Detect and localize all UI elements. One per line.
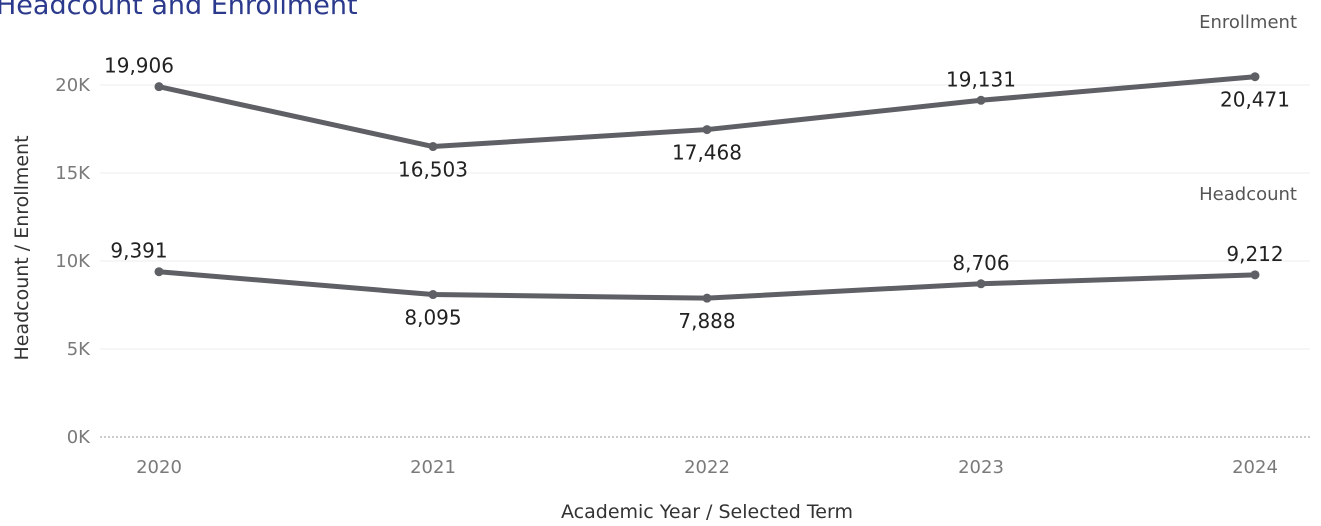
y-axis-label: Headcount / Enrollment <box>11 135 33 360</box>
y-tick-label: 15K <box>55 163 91 184</box>
data-label: 20,471 <box>1220 88 1290 112</box>
data-label: 16,503 <box>398 158 468 182</box>
data-label: 19,131 <box>946 67 1016 91</box>
x-tick-label: 2022 <box>684 457 730 478</box>
data-point[interactable] <box>976 95 986 105</box>
data-label: 7,888 <box>678 309 735 333</box>
data-label: 19,906 <box>104 54 174 78</box>
data-point[interactable] <box>1250 270 1260 280</box>
data-point[interactable] <box>428 290 438 300</box>
y-tick-label: 10K <box>55 251 91 272</box>
grid <box>100 84 1310 438</box>
x-tick-label: 2024 <box>1232 457 1278 478</box>
data-label: 8,095 <box>404 306 461 330</box>
data-point[interactable] <box>428 142 438 152</box>
series-label-headcount: Headcount <box>1199 184 1297 205</box>
data-point[interactable] <box>154 267 164 277</box>
data-point[interactable] <box>1250 72 1260 82</box>
y-axis-ticks: 0K 5K 10K 15K 20K <box>55 75 91 448</box>
data-label: 9,212 <box>1226 242 1283 266</box>
y-tick-label: 5K <box>67 339 91 360</box>
y-tick-label: 0K <box>67 427 91 448</box>
data-point[interactable] <box>976 279 986 289</box>
chart-title: Headcount and Enrollment <box>0 0 358 21</box>
x-tick-label: 2021 <box>410 457 456 478</box>
data-label: 8,706 <box>952 251 1009 275</box>
x-axis-label: Academic Year / Selected Term <box>561 501 853 523</box>
data-label: 17,468 <box>672 141 742 165</box>
x-axis-ticks: 2020 2021 2022 2023 2024 <box>136 457 1278 478</box>
data-labels: 19,906 16,503 17,468 19,131 20,471 9,391 8,095… <box>104 54 1290 334</box>
series-line-enrollment <box>156 74 1258 150</box>
x-tick-label: 2023 <box>958 457 1004 478</box>
data-point[interactable] <box>702 293 712 303</box>
data-point[interactable] <box>154 82 164 92</box>
data-point[interactable] <box>702 125 712 135</box>
data-label: 9,391 <box>110 239 167 263</box>
x-tick-label: 2020 <box>136 457 182 478</box>
series-lines <box>154 72 1260 303</box>
y-tick-label: 20K <box>55 75 91 96</box>
series-label-enrollment: Enrollment <box>1199 12 1297 33</box>
